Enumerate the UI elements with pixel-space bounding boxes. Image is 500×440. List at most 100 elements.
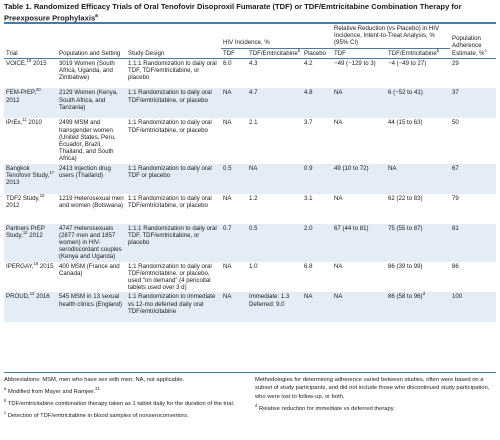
table-row: TDF2 Study,16 2012 1219 Heterosexual men … — [4, 192, 496, 224]
cell-population: 2413 Injection drug users (Thailand) — [59, 164, 111, 179]
col-hiv-tdf-emtricitabine: TDF/Emtricitabineb — [247, 47, 302, 59]
cell-hiv-placebo: 4.2 — [304, 59, 313, 67]
cell-adherence: 86 — [452, 262, 459, 270]
cell-trial: VOICE,19 2015 — [6, 57, 47, 67]
cell-reduction-tdf-emtricitabine: 62 (22 to 83) — [388, 194, 423, 202]
cell-reduction-tdf: NA — [334, 89, 343, 97]
cell-reduction-tdf: NA — [334, 293, 343, 301]
col-design: Study Design — [126, 24, 221, 59]
cell-reduction-tdf-emtricitabine: NA — [388, 164, 397, 172]
cell-reduction-tdf: 67 (44 to 81) — [334, 224, 369, 232]
table-body: VOICE,19 2015 3019 Women (South Africa, U… — [4, 58, 497, 323]
cell-design: 1:1 Randomization to daily oral TDF/emtr… — [128, 262, 212, 292]
cell-adherence: 29 — [452, 59, 459, 67]
col-group-hiv-incidence: HIV Incidence, % — [221, 24, 333, 49]
cell-reduction-tdf-emtricitabine: 86 (39 to 99) — [388, 262, 423, 270]
cell-hiv-placebo: NA — [304, 293, 313, 301]
cell-trial: PROUD,13 2016 — [6, 291, 50, 301]
cell-adherence: 50 — [452, 119, 459, 127]
cell-hiv-tdf-emtricitabine: 0.5 — [249, 224, 258, 232]
cell-reduction-tdf: 49 (10 to 72) — [334, 164, 369, 172]
cell-population: 1219 Heterosexual men and women (Botswan… — [59, 194, 124, 209]
header-rule — [4, 22, 496, 24]
cell-reduction-tdf: −49 (−129 to 3) — [334, 59, 376, 67]
footer-rule — [4, 372, 496, 373]
cell-hiv-tdf: NA — [223, 194, 232, 202]
cell-population: 545 MSM in 13 sexual health clinics (Eng… — [59, 293, 123, 308]
cell-hiv-tdf: 0.7 — [223, 224, 232, 232]
cell-adherence: 100 — [452, 293, 463, 301]
col-reduction-tdf-emtricitabine: TDF/Emtricitabineb — [386, 48, 451, 59]
cell-trial: Bangkok Tenofovir Study,17 2013 — [6, 164, 54, 186]
title-footnote-mark: a — [95, 12, 98, 19]
cell-design: 1:1:1 Randomization to daily oral TDF, T… — [128, 224, 217, 246]
cell-hiv-tdf: NA — [223, 89, 232, 97]
col-population: Population and Setting — [57, 24, 126, 59]
cell-reduction-tdf-emtricitabine: 86 (58 to 96)d — [388, 291, 425, 301]
cell-hiv-placebo: 3.7 — [304, 119, 313, 127]
cell-adherence: 67 — [452, 164, 459, 172]
cell-hiv-placebo: 0.9 — [304, 164, 313, 172]
cell-hiv-tdf: NA — [223, 119, 232, 127]
cell-hiv-tdf: NA — [223, 262, 232, 270]
cell-adherence: 81 — [452, 224, 459, 232]
footnote-a: a Modified from Mayer and Ramjee.21 — [4, 385, 100, 395]
col-hiv-placebo: Placebo — [302, 48, 333, 59]
cell-hiv-placebo: 2.0 — [304, 224, 313, 232]
cell-trial: TDF2 Study,16 2012 — [6, 192, 45, 209]
cell-design: 1:1 Randomization to immediate vs 12-mo … — [128, 293, 216, 315]
cell-population: 3019 Women (South Africa, Uganda, and Zi… — [59, 59, 115, 82]
cell-adherence: 37 — [452, 89, 459, 97]
table-title-text: Table 1. Randomized Efficacy Trials of O… — [4, 2, 462, 23]
cell-population: 2129 Women (Kenya, South Africa, and Tan… — [59, 89, 118, 111]
cell-hiv-tdf: 6.0 — [223, 59, 232, 67]
footnote-abbreviations: Abbreviations: MSM, men who have sex wit… — [4, 377, 185, 383]
table-row: Bangkok Tenofovir Study,17 2013 2413 Inje… — [4, 163, 497, 194]
footnote-c: c Detection of TDF/emtricitabine in bloo… — [4, 409, 189, 419]
cell-adherence: 79 — [452, 194, 459, 202]
footnote-c-continued: Methodologies for determining adherence … — [255, 377, 490, 400]
cell-hiv-tdf-emtricitabine: Immediate: 1.3 Deferred: 9.0 — [249, 293, 290, 308]
footnote-b: b TDF/emtricitabine combination therapy … — [4, 397, 235, 407]
table-row: IPERGAY,18 2015 400 MSM (France and Canad… — [4, 260, 496, 293]
table-row: Partners PrEP Study,12 2012 4747 Heterose… — [4, 223, 497, 262]
cell-hiv-tdf-emtricitabine: 4.3 — [249, 59, 258, 67]
table-row: iPrEx,11 2010 2499 MSM and transgender wo… — [4, 118, 496, 163]
cell-reduction-tdf: NA — [334, 194, 343, 202]
footnotes-right: Methodologies for determining adherence … — [255, 376, 496, 420]
cell-hiv-tdf-emtricitabine: 1.2 — [249, 194, 258, 202]
col-adherence: Population Adherence Estimate, %c — [450, 24, 497, 59]
cell-design: 1:1 Randomization to daily oral TDF/emtr… — [128, 89, 212, 104]
cell-hiv-placebo: 4.8 — [304, 89, 313, 97]
cell-design: 1:1 Randomization to daily oral TDF/emtr… — [128, 194, 212, 209]
cell-design: 1:1 Randomization to daily oral TDF or p… — [128, 164, 212, 179]
cell-reduction-tdf-emtricitabine: 75 (55 to 87) — [388, 224, 423, 232]
table-title: Table 1. Randomized Efficacy Trials of O… — [4, 2, 496, 23]
cell-hiv-tdf: 0.5 — [223, 164, 232, 172]
table-row: FEM-PrEP,20 2012 2129 Women (Kenya, South… — [4, 87, 497, 119]
cell-trial: IPERGAY,18 2015 — [6, 260, 54, 270]
cell-trial: FEM-PrEP,20 2012 — [6, 87, 41, 104]
col-reduction-tdf: TDF — [332, 48, 387, 59]
cell-population: 400 MSM (France and Canada) — [59, 262, 120, 277]
cell-reduction-tdf: NA — [334, 262, 343, 270]
table-row: VOICE,19 2015 3019 Women (South Africa, U… — [4, 58, 496, 88]
cell-trial: iPrEx,11 2010 — [6, 117, 42, 127]
cell-trial: Partners PrEP Study,12 2012 — [6, 224, 45, 239]
table-header: Trial Population and Setting Study Desig… — [4, 24, 497, 59]
cell-hiv-tdf-emtricitabine: 4.7 — [249, 89, 258, 97]
cell-reduction-tdf-emtricitabine: 44 (15 to 63) — [388, 119, 423, 127]
cell-hiv-tdf: NA — [223, 293, 232, 301]
footnotes-left: Abbreviations: MSM, men who have sex wit… — [4, 376, 245, 420]
cell-hiv-tdf-emtricitabine: NA — [249, 164, 258, 172]
cell-hiv-placebo: 3.1 — [304, 194, 313, 202]
col-trial: Trial — [4, 24, 57, 59]
col-hiv-tdf: TDF — [221, 48, 247, 59]
cell-hiv-tdf-emtricitabine: 1.0 — [249, 262, 258, 270]
cell-population: 4747 Heterosexuals (2877 men and 1857 wo… — [59, 224, 122, 261]
cell-reduction-tdf: NA — [334, 119, 343, 127]
cell-design: 1:1 Randomization to daily oral TDF/emtr… — [128, 119, 212, 134]
cell-design: 1:1:1 Randomization to daily oral TDF, T… — [128, 59, 217, 82]
cell-reduction-tdf-emtricitabine: −4 (−49 to 27) — [388, 59, 427, 67]
cell-reduction-tdf-emtricitabine: 6 (−52 to 41) — [388, 89, 423, 97]
